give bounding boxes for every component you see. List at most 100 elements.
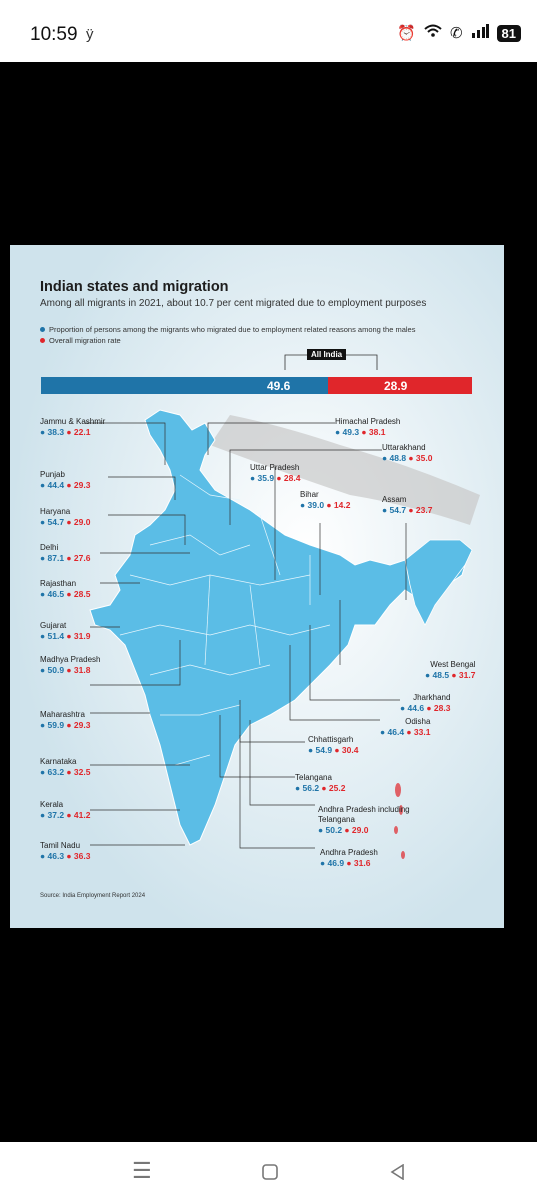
red-dot-icon: ●: [406, 505, 416, 515]
state-values: ● 48.8 ● 35.0: [382, 453, 432, 463]
state-blue-value: 44.6: [407, 703, 425, 713]
red-dot-icon: ●: [344, 858, 354, 868]
state-red-value: 31.7: [458, 670, 476, 680]
state-blue-value: 54.7: [47, 517, 65, 527]
state-red-value: 29.3: [73, 720, 91, 730]
red-dot-icon: ●: [64, 810, 74, 820]
blue-dot-icon: ●: [250, 473, 258, 483]
state-red-value: 32.5: [73, 767, 91, 777]
state-name: Assam: [382, 495, 407, 504]
state-values: ● 87.1 ● 27.6: [40, 553, 90, 563]
alarm-icon: ⏰: [397, 25, 416, 42]
blue-dot-icon: ●: [40, 851, 48, 861]
state-label-west-bengal: West Bengal ● 48.5 ● 31.7: [425, 660, 475, 680]
state-red-value: 14.2: [333, 500, 351, 510]
red-dot-icon: ●: [64, 851, 74, 861]
state-red-value: 33.1: [413, 727, 431, 737]
red-dot-icon: [40, 338, 45, 343]
blue-dot-icon: ●: [40, 665, 48, 675]
state-name: Gujarat: [40, 621, 67, 630]
state-blue-value: 46.3: [47, 851, 65, 861]
red-dot-icon: ●: [64, 427, 74, 437]
state-values: ● 54.7 ● 23.7: [382, 505, 432, 515]
blue-dot-icon: ●: [320, 858, 328, 868]
blue-dot-icon: ●: [40, 517, 48, 527]
state-blue-value: 44.4: [47, 480, 65, 490]
blue-dot-icon: ●: [40, 631, 48, 641]
blue-dot-icon: ●: [295, 783, 303, 793]
status-time: 10:59: [30, 24, 78, 45]
state-red-value: 31.9: [73, 631, 91, 641]
state-red-value: 28.5: [73, 589, 91, 599]
state-name: Uttar Pradesh: [250, 463, 300, 472]
state-name: Chhattisgarh: [308, 735, 354, 744]
state-values: ● 44.4 ● 29.3: [40, 480, 90, 490]
source-note: Source: India Employment Report 2024: [40, 893, 146, 899]
blue-dot-icon: ●: [425, 670, 433, 680]
state-values: ● 50.2 ● 29.0: [318, 825, 418, 835]
state-red-value: 29.3: [73, 480, 91, 490]
state-label-odisha: Odisha ● 46.4 ● 33.1: [380, 717, 430, 737]
state-red-value: 29.0: [351, 825, 369, 835]
battery-icon: 81: [496, 24, 521, 42]
legend-blue-text: Proportion of persons among the migrants…: [49, 325, 416, 334]
state-name: Madhya Pradesh: [40, 655, 101, 664]
state-label-telangana: Telangana ● 56.2 ● 25.2: [295, 773, 345, 793]
state-red-value: 31.6: [353, 858, 371, 868]
state-values: ● 46.3 ● 36.3: [40, 851, 90, 861]
state-blue-value: 39.0: [307, 500, 325, 510]
state-name: Haryana: [40, 507, 71, 516]
state-blue-value: 87.1: [47, 553, 65, 563]
state-label-andhra-pradesh-including-telangana: Andhra Pradesh including Telangana ● 50.2…: [318, 805, 418, 835]
state-label-chhattisgarh: Chhattisgarh ● 54.9 ● 30.4: [308, 735, 358, 755]
infographic-image: Indian states and migration Among all mi…: [10, 245, 504, 928]
state-red-value: 22.1: [73, 427, 91, 437]
state-label-uttarakhand: Uttarakhand ● 48.8 ● 35.0: [382, 443, 432, 463]
state-label-madhya-pradesh: Madhya Pradesh ● 50.9 ● 31.8: [40, 655, 100, 675]
red-dot-icon: ●: [332, 745, 342, 755]
blue-dot-icon: ●: [40, 810, 48, 820]
state-label-jharkhand: Jharkhand ● 44.6 ● 28.3: [400, 693, 450, 713]
red-dot-icon: ●: [64, 631, 74, 641]
status-carrier: ÿ: [86, 26, 94, 43]
state-name: West Bengal: [430, 660, 476, 669]
back-triangle-icon[interactable]: [390, 1160, 406, 1186]
red-dot-icon: ●: [64, 480, 74, 490]
state-red-value: 31.8: [73, 665, 91, 675]
state-label-himachal-pradesh: Himachal Pradesh ● 49.3 ● 38.1: [335, 417, 400, 437]
state-blue-value: 48.8: [389, 453, 407, 463]
state-values: ● 38.3 ● 22.1: [40, 427, 105, 437]
wifi-icon: [424, 24, 442, 42]
state-red-value: 36.3: [73, 851, 91, 861]
call-icon: ✆: [449, 25, 463, 42]
state-name: Telangana: [295, 773, 332, 782]
state-blue-value: 51.4: [47, 631, 65, 641]
red-dot-icon: ●: [274, 473, 284, 483]
blue-dot-icon: ●: [40, 427, 48, 437]
state-blue-value: 46.5: [47, 589, 65, 599]
state-blue-value: 37.2: [47, 810, 65, 820]
india-map: [10, 245, 504, 928]
state-values: ● 51.4 ● 31.9: [40, 631, 90, 641]
menu-icon[interactable]: ☰: [132, 1158, 152, 1183]
state-name: Uttarakhand: [382, 443, 426, 452]
state-blue-value: 35.9: [257, 473, 275, 483]
state-name: Andhra Pradesh including Telangana: [318, 805, 410, 824]
status-bar: 10:59 ÿ ⏰ ✆ 81: [0, 0, 537, 62]
navigation-bar: ☰: [0, 1142, 537, 1199]
blue-dot-icon: ●: [300, 500, 308, 510]
legend-red-text: Overall migration rate: [49, 336, 121, 345]
blue-dot-icon: ●: [40, 767, 48, 777]
red-dot-icon: ●: [319, 783, 329, 793]
state-name: Jharkhand: [413, 693, 451, 702]
state-red-value: 28.3: [433, 703, 451, 713]
state-blue-value: 63.2: [47, 767, 65, 777]
state-values: ● 56.2 ● 25.2: [295, 783, 345, 793]
all-india-label: All India: [307, 349, 347, 360]
state-values: ● 63.2 ● 32.5: [40, 767, 90, 777]
home-square-icon[interactable]: [262, 1160, 278, 1186]
state-values: ● 48.5 ● 31.7: [425, 670, 475, 680]
red-dot-icon: ●: [64, 665, 74, 675]
state-red-value: 27.6: [73, 553, 91, 563]
state-values: ● 54.9 ● 30.4: [308, 745, 358, 755]
